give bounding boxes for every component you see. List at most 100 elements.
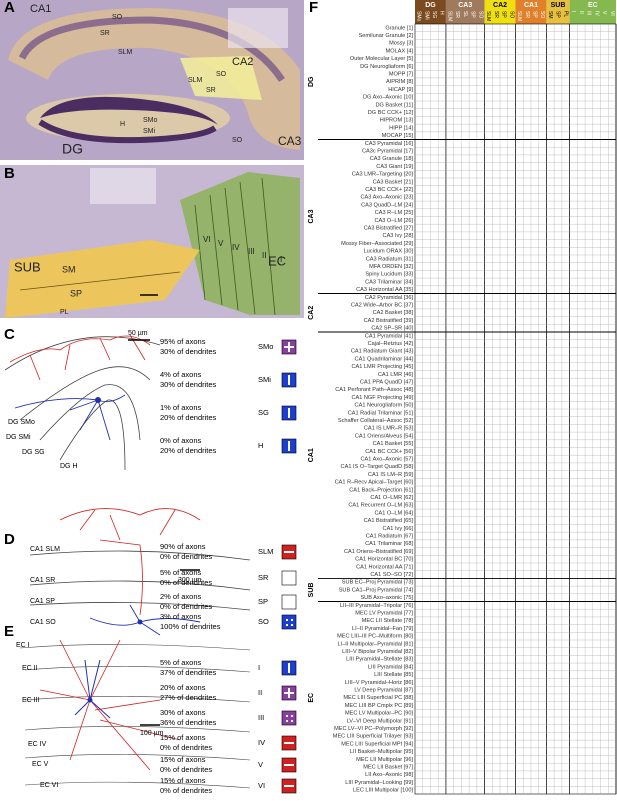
label: DG bbox=[308, 76, 315, 87]
label: DG Axo–Axonic [10] bbox=[363, 95, 414, 101]
label: CA3 Granule [18] bbox=[370, 156, 414, 162]
label: CA3 Pyramidal [16] bbox=[365, 141, 414, 147]
label: CA1 Pyramidal [41] bbox=[365, 333, 414, 339]
label: SMi bbox=[258, 375, 271, 384]
label: 90% of axons bbox=[160, 542, 206, 551]
label: 2% of axons bbox=[160, 592, 202, 601]
label: SP bbox=[470, 11, 476, 18]
group-header bbox=[484, 0, 516, 24]
label: III bbox=[586, 11, 592, 15]
label: 15% of axons bbox=[160, 755, 206, 764]
legend-glyph bbox=[284, 551, 294, 553]
label: V bbox=[601, 11, 607, 15]
legend-glyph bbox=[288, 663, 290, 673]
legend-glyph bbox=[284, 764, 294, 766]
legend-symbol bbox=[281, 570, 297, 586]
label: CA1 PPA QuadD [47] bbox=[360, 380, 414, 386]
label: CA3 Axo–Axonic [23] bbox=[360, 195, 413, 201]
label: SUB bbox=[14, 259, 41, 274]
label: Mossy [3] bbox=[389, 41, 413, 47]
label: II bbox=[258, 688, 262, 697]
label: CA3 BC CCK+ [22] bbox=[365, 187, 413, 193]
label: II bbox=[578, 11, 584, 14]
label: CA3 Trilaminar [34] bbox=[365, 279, 413, 285]
label: LI–II Pyramidal–Fan [79] bbox=[352, 626, 413, 632]
label: CA1 Basket [55] bbox=[373, 441, 414, 447]
legend-symbol bbox=[281, 614, 297, 630]
label: VI bbox=[203, 235, 211, 244]
label: SP bbox=[70, 288, 82, 298]
label: Lucidum ORAX [30] bbox=[364, 249, 414, 255]
label: CA1 R–Recv Apical–Target [60] bbox=[335, 480, 414, 486]
label: SUB CA1–Proj Pyramidal [74] bbox=[339, 587, 414, 593]
label: CA1 Neurogliaform [50] bbox=[355, 403, 414, 409]
legend-glyph bbox=[286, 619, 288, 621]
label: Semilunar Granule [2] bbox=[359, 33, 414, 39]
label: IV bbox=[232, 243, 240, 252]
legend-glyph bbox=[288, 375, 290, 385]
label: H bbox=[439, 11, 445, 15]
label: 3% of axons bbox=[160, 612, 202, 621]
legend-glyph bbox=[286, 720, 288, 722]
label: 20% of axons bbox=[160, 683, 206, 692]
label: MEC LIII Superficial Trilayer [93] bbox=[333, 734, 414, 740]
label: LIII Pyramidal–Stellate [83] bbox=[346, 657, 413, 663]
label: 0% of dendrites bbox=[160, 578, 212, 587]
label: SG bbox=[431, 11, 437, 18]
label: CA1 bbox=[30, 3, 51, 15]
label: 0% of dendrites bbox=[160, 765, 212, 774]
label: SMo bbox=[416, 11, 422, 22]
label: CA1 BC CCK+ [56] bbox=[365, 449, 413, 455]
label: DG H bbox=[60, 463, 78, 470]
label: CA1 O–LMR [62] bbox=[370, 495, 413, 501]
label: 5% of axons bbox=[160, 568, 202, 577]
label: CA2 bbox=[232, 56, 253, 68]
label: Granule [1] bbox=[385, 25, 413, 31]
legend-glyph bbox=[291, 715, 293, 717]
label: CA3 Ivy [28] bbox=[383, 233, 414, 239]
legend-glyph bbox=[284, 346, 294, 348]
label: LIII–V Pyramidal–Horiz [86] bbox=[345, 680, 414, 686]
label: 27% of dendrites bbox=[160, 693, 217, 702]
label: 100 µm bbox=[140, 730, 164, 737]
label: SMi bbox=[423, 11, 429, 20]
label: CA1 Back–Projection [61] bbox=[349, 487, 413, 493]
label: CA2 bbox=[493, 2, 507, 9]
label: CA3c Pyramidal [17] bbox=[362, 149, 413, 155]
label: 30% of dendrites bbox=[160, 380, 217, 389]
label: SLM bbox=[485, 11, 491, 21]
label: CA1 LMR [46] bbox=[378, 372, 414, 378]
label: SM bbox=[547, 11, 553, 19]
label: H bbox=[258, 441, 263, 450]
label: I bbox=[570, 11, 576, 12]
label: CA3 bbox=[458, 2, 472, 9]
label: SUB bbox=[551, 2, 566, 9]
label: MEC LII Multipolar [96] bbox=[356, 757, 413, 763]
label: 0% of dendrites bbox=[160, 552, 212, 561]
label: SLM bbox=[118, 49, 133, 56]
label: 37% of dendrites bbox=[160, 668, 217, 677]
label: CA3 bbox=[308, 209, 315, 223]
label: SP bbox=[258, 597, 268, 606]
label: CA1 SLM bbox=[30, 546, 60, 553]
label: EC VI bbox=[40, 782, 58, 789]
group-header bbox=[445, 0, 485, 24]
label: CA1 bbox=[308, 448, 315, 462]
label: EC V bbox=[32, 761, 49, 768]
label: SMo bbox=[258, 342, 273, 351]
label: V bbox=[258, 760, 263, 769]
label: Cajal–Retzius [42] bbox=[368, 341, 414, 347]
group-header bbox=[546, 0, 570, 24]
label: Mossy Fiber–Associated [29] bbox=[341, 241, 413, 247]
label: CA2 bbox=[308, 306, 315, 320]
label: SO bbox=[112, 14, 123, 21]
label: EC bbox=[268, 253, 286, 268]
legend-symbol bbox=[281, 710, 297, 726]
label: LII Basket–Multipolar [95] bbox=[350, 749, 414, 755]
label: CA1 Radiatum [67] bbox=[366, 534, 414, 540]
label: CA1 LMR Projecting [45] bbox=[351, 364, 413, 370]
label: LIII Pyramidal–Looking [99] bbox=[345, 780, 413, 786]
panel-a-image bbox=[0, 0, 304, 160]
group-header bbox=[569, 0, 616, 24]
label: SMo bbox=[143, 117, 158, 124]
